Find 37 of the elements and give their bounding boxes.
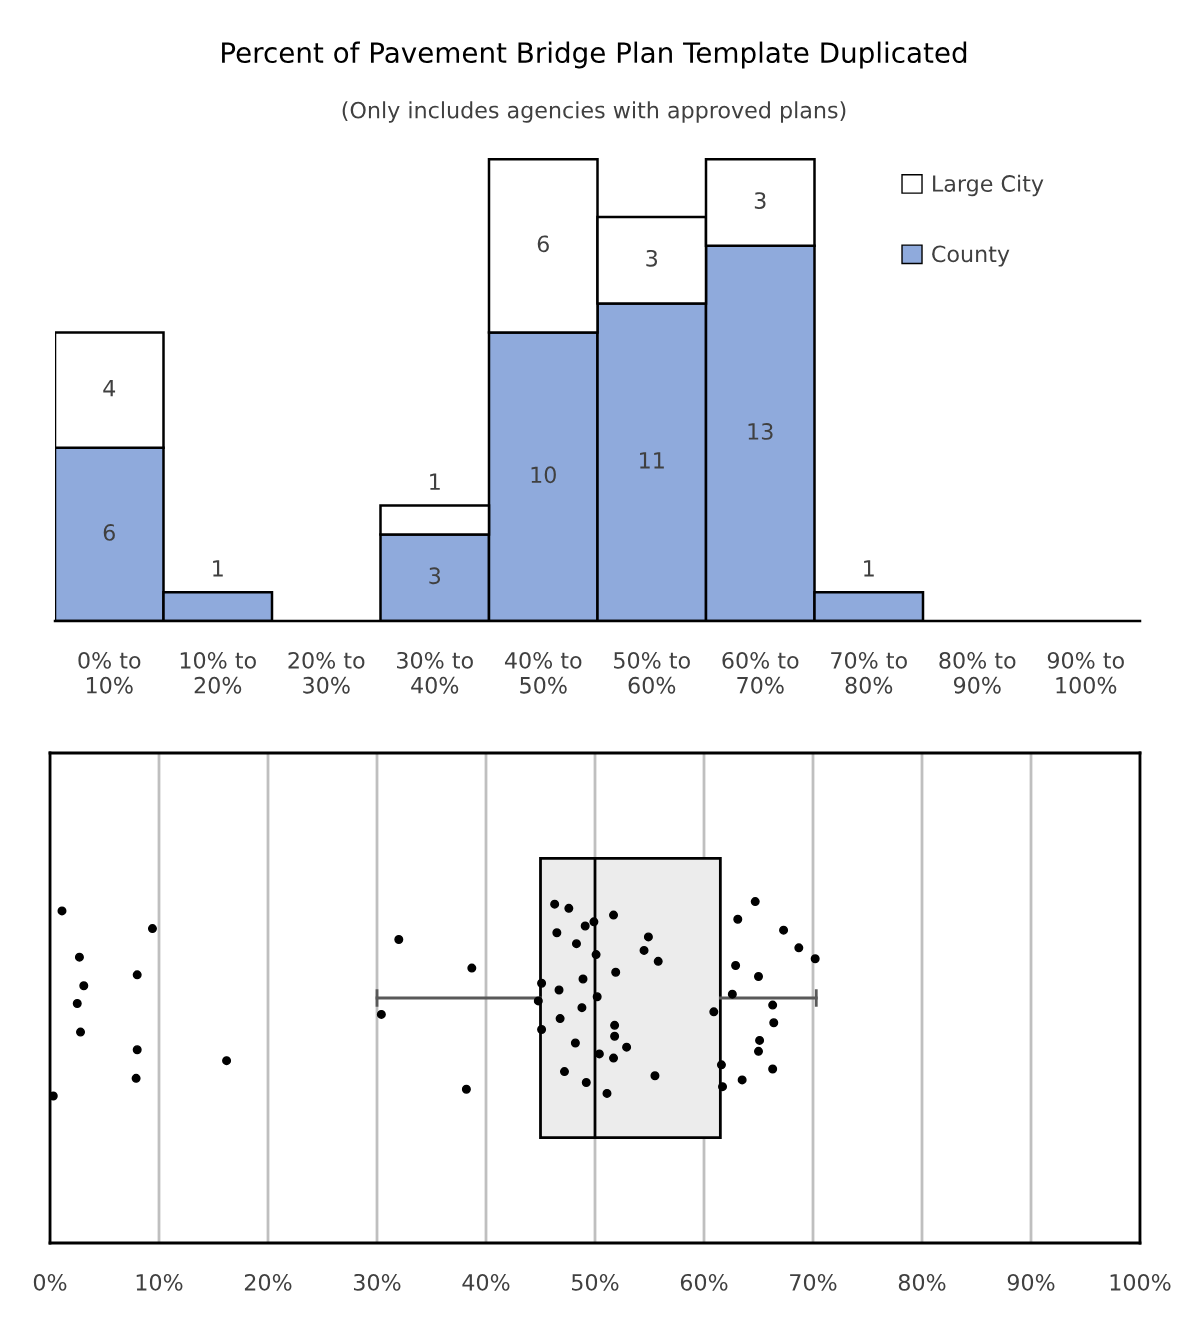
data-label: 3 [429, 567, 441, 585]
x-tick-label: 80% [898, 1273, 946, 1291]
x-tick-label: 70% to 80% [831, 651, 907, 694]
data-label: 1 [864, 560, 874, 577]
x-tick-label: 90% [1007, 1273, 1055, 1291]
legend-label: County [932, 245, 1010, 267]
x-tick-label: 50% to 60% [614, 651, 690, 694]
data-label: 6 [537, 235, 549, 253]
data-label: 13 [748, 423, 773, 440]
data-label: 10 [531, 466, 556, 484]
x-tick-label: 60% to 70% [722, 651, 799, 694]
x-tick-label: 70% [790, 1273, 837, 1291]
data-label: 1 [430, 473, 440, 490]
x-tick-label: 40% to 50% [504, 651, 582, 694]
data-label: 6 [103, 524, 115, 541]
x-tick-label: 30% [354, 1273, 401, 1291]
chart-subtitle: (Only includes agencies with approved plans) [342, 101, 846, 123]
x-tick-label: 90% to 100% [1047, 651, 1124, 694]
x-tick-label: 20% [244, 1273, 292, 1291]
x-tick-label: 60% [680, 1273, 728, 1291]
data-label: 4 [103, 380, 116, 397]
x-tick-label: 100% [1110, 1273, 1171, 1291]
x-tick-label: 30% to 40% [397, 651, 473, 694]
x-tick-label: 80% to 90% [939, 651, 1016, 694]
data-label: 3 [754, 192, 766, 209]
x-tick-label: 10% to 20% [180, 651, 256, 694]
x-tick-label: 0% [33, 1273, 67, 1291]
x-tick-label: 0% to 10% [78, 651, 141, 694]
x-tick-label: 50% [572, 1273, 619, 1291]
x-tick-label: 20% to 30% [288, 651, 365, 694]
chart-title: Percent of Pavement Bridge Plan Template Duplicated [222, 41, 967, 69]
legend-label: Large City [933, 174, 1044, 197]
data-label: 11 [640, 452, 664, 469]
x-tick-label: 10% [136, 1273, 183, 1291]
data-label: 3 [646, 249, 658, 267]
x-tick-label: 40% [462, 1273, 510, 1291]
data-label: 1 [213, 560, 223, 577]
